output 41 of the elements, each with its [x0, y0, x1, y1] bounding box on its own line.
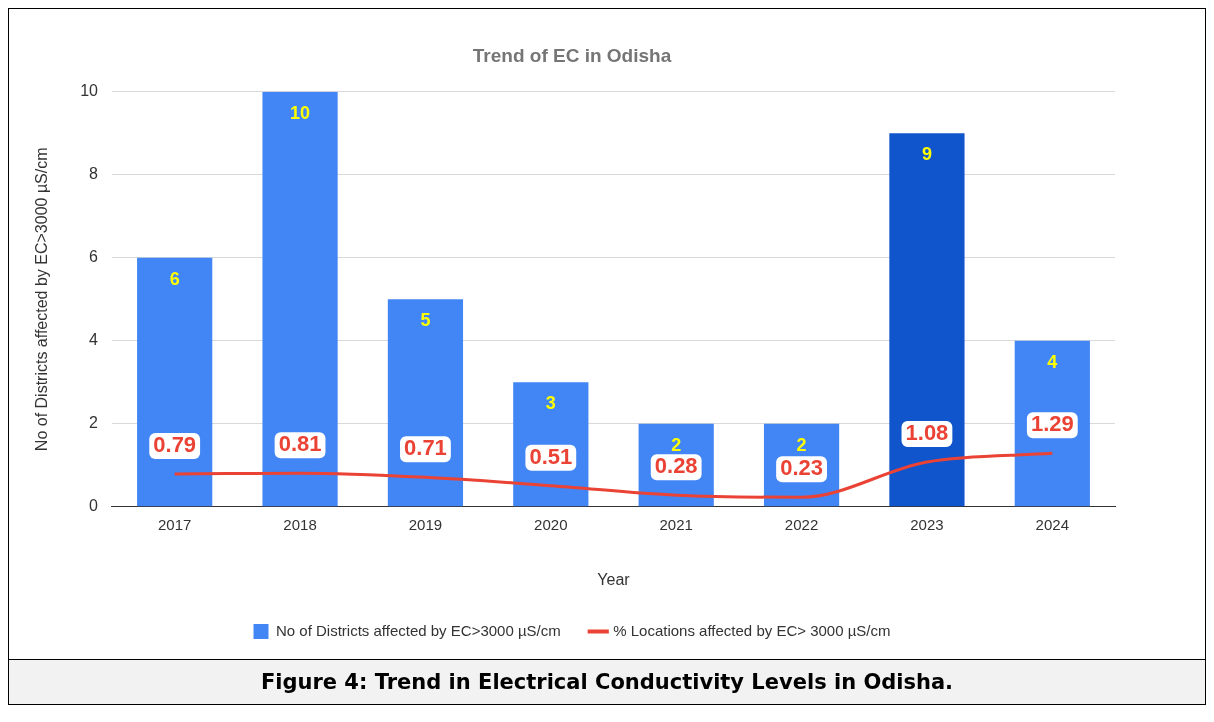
y-tick-label: 8 — [89, 165, 99, 183]
chart-title: Trend of EC in Odisha — [472, 44, 672, 66]
data-label: 1.29 — [1030, 411, 1074, 437]
y-tick-label: 6 — [89, 248, 99, 266]
data-label: 3 — [545, 393, 556, 414]
y-axis-title: No of Districts affected by EC>3000 µS/cm — [33, 147, 51, 452]
y-tick-label: 2 — [89, 414, 99, 432]
data-label: 9 — [921, 144, 932, 165]
x-tick-label: 2017 — [158, 515, 192, 533]
bar — [262, 91, 338, 507]
data-label: 2 — [671, 434, 682, 455]
bar — [889, 133, 965, 507]
data-label: 0.28 — [654, 453, 698, 479]
y-tick-label: 10 — [80, 82, 99, 100]
x-tick-label: 2024 — [1035, 515, 1069, 533]
x-tick-label: 2022 — [784, 515, 819, 533]
x-tick-label: 2021 — [659, 515, 693, 533]
data-label: 0.71 — [404, 435, 447, 461]
x-tick-label: 2018 — [283, 515, 317, 533]
bar — [137, 257, 213, 507]
legend-label: % Locations affected by EC> 3000 µS/cm — [613, 621, 891, 639]
x-tick-label: 2020 — [534, 515, 568, 533]
data-label: 0.23 — [780, 455, 823, 481]
y-tick-label: 4 — [89, 331, 99, 349]
data-label: 5 — [420, 310, 431, 331]
data-label: 10 — [290, 102, 311, 123]
data-label: 4 — [1047, 351, 1058, 372]
x-tick-label: 2023 — [910, 515, 944, 533]
caption: Figure 4: Trend in Electrical Conductivity Levels in Odisha. — [9, 659, 1205, 704]
data-label: 0.51 — [529, 443, 573, 469]
data-label: 1.08 — [905, 420, 949, 446]
bar — [387, 299, 464, 507]
x-tick-label: 2019 — [408, 515, 443, 533]
y-tick-label: 0 — [89, 497, 99, 515]
data-label: 2 — [796, 434, 807, 455]
data-label: 6 — [169, 268, 180, 289]
x-axis-title: Year — [597, 570, 631, 588]
data-label: 0.79 — [153, 432, 197, 458]
bar — [1014, 340, 1090, 507]
data-label: 0.81 — [278, 431, 322, 457]
legend-label: No of Districts affected by EC>3000 µS/cm — [276, 621, 561, 639]
